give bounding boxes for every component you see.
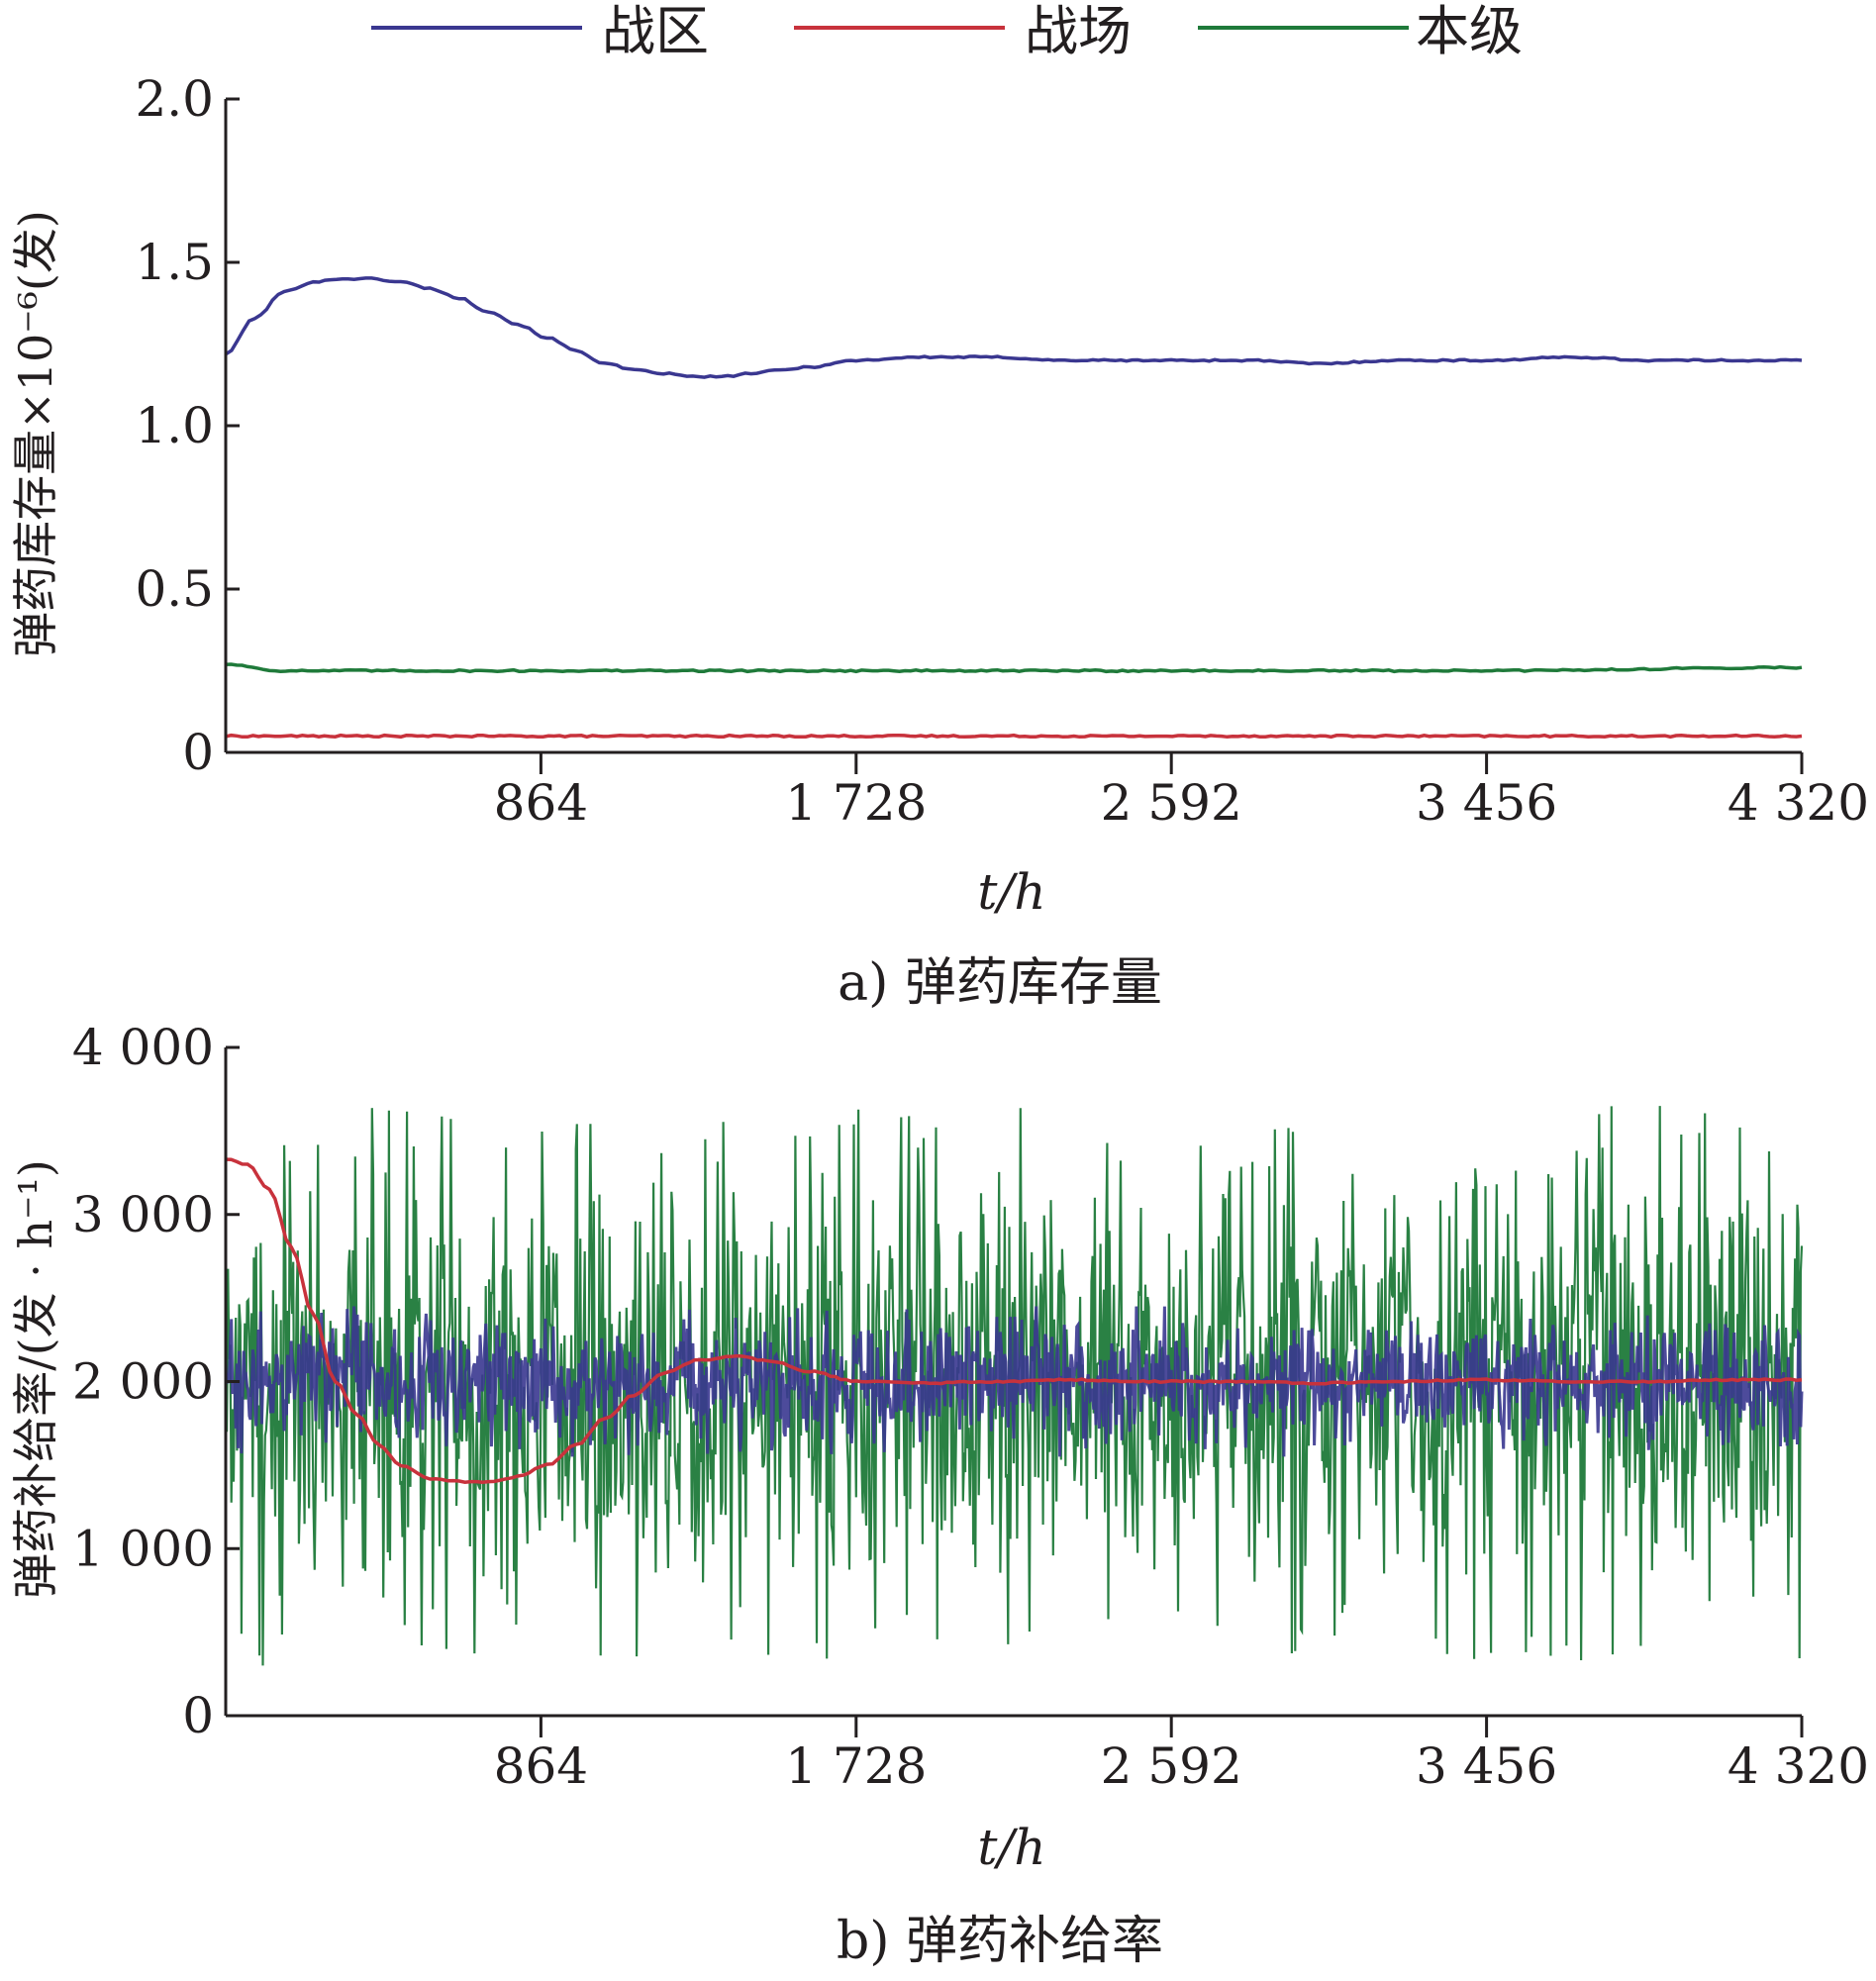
panel-a-series-0 bbox=[225, 276, 1803, 379]
panel-a-axes: 0 0.5 1.0 1.5 2.0 864 1 728 2 592 3 456 4 320 bbox=[135, 70, 1869, 832]
panel-b-caption: b) 弹药补给率 bbox=[837, 1912, 1163, 1971]
legend: 战区 战场 本级 bbox=[371, 0, 1523, 62]
panel-b-series-1 bbox=[224, 1306, 1804, 1457]
panel-a-x-tick-label: 2 592 bbox=[1101, 774, 1242, 832]
panel-b-series-2 bbox=[225, 1157, 1803, 1485]
panel-b-x-axis-label: t/h bbox=[977, 1819, 1045, 1876]
panel-b-y-tick-label: 1 000 bbox=[72, 1520, 214, 1577]
panel-b-x-tick-label: 864 bbox=[494, 1737, 588, 1795]
panel-a-y-tick-label: 1.0 bbox=[135, 397, 214, 454]
panel-a-x-axis-label: t/h bbox=[977, 863, 1045, 921]
panel-a-x-tick-label: 3 456 bbox=[1416, 774, 1557, 832]
panel-a-y-axis-label: 弹药库存量×10⁻⁶(发) bbox=[9, 210, 62, 657]
legend-label-battlefield: 战场 bbox=[1025, 0, 1132, 62]
panel-b-x-tick-label: 2 592 bbox=[1101, 1737, 1242, 1795]
panel-a-x-tick-label: 864 bbox=[494, 774, 588, 832]
panel-b-y-axis-label: 弹药补给率/(发 · h⁻¹) bbox=[9, 1159, 62, 1599]
panel-b-x-tick-label: 3 456 bbox=[1416, 1737, 1557, 1795]
panel-b-plot-area bbox=[224, 1106, 1804, 1666]
panel-a-x-tick-label: 1 728 bbox=[785, 774, 927, 832]
panel-a-y-tick-label: 1.5 bbox=[135, 234, 214, 291]
panel-a-inventory: 0 0.5 1.0 1.5 2.0 864 1 728 2 592 3 456 4 320 弹药库… bbox=[9, 70, 1869, 1013]
panel-b-y-tick-label: 4 000 bbox=[72, 1019, 214, 1076]
panel-a-caption: a) 弹药库存量 bbox=[838, 953, 1162, 1013]
panel-a-x-tick-label: 4 320 bbox=[1728, 774, 1869, 832]
panel-a-series-1 bbox=[225, 733, 1803, 740]
panel-b-y-tick-label: 2 000 bbox=[72, 1353, 214, 1411]
panel-b-y-tick-label: 0 bbox=[182, 1687, 214, 1744]
legend-label-local: 本级 bbox=[1416, 0, 1523, 62]
panel-a-y-tick-label: 0 bbox=[182, 724, 214, 781]
panel-b-x-tick-label: 1 728 bbox=[785, 1737, 927, 1795]
panel-a-y-tick-label: 0.5 bbox=[135, 560, 214, 618]
panel-a-series-2 bbox=[225, 662, 1803, 674]
panel-b-supply-rate: 0 1 000 2 000 3 000 4 000 864 1 728 2 592 3 456 4… bbox=[9, 1019, 1869, 1971]
legend-label-theater: 战区 bbox=[602, 0, 709, 62]
panel-b-axes: 0 1 000 2 000 3 000 4 000 864 1 728 2 592 3 456 4… bbox=[72, 1019, 1869, 1795]
panel-b-x-tick-label: 4 320 bbox=[1728, 1737, 1869, 1795]
panel-a-y-tick-label: 2.0 bbox=[135, 70, 214, 128]
panel-a-plot-area bbox=[225, 276, 1803, 740]
panel-b-y-tick-label: 3 000 bbox=[72, 1186, 214, 1243]
